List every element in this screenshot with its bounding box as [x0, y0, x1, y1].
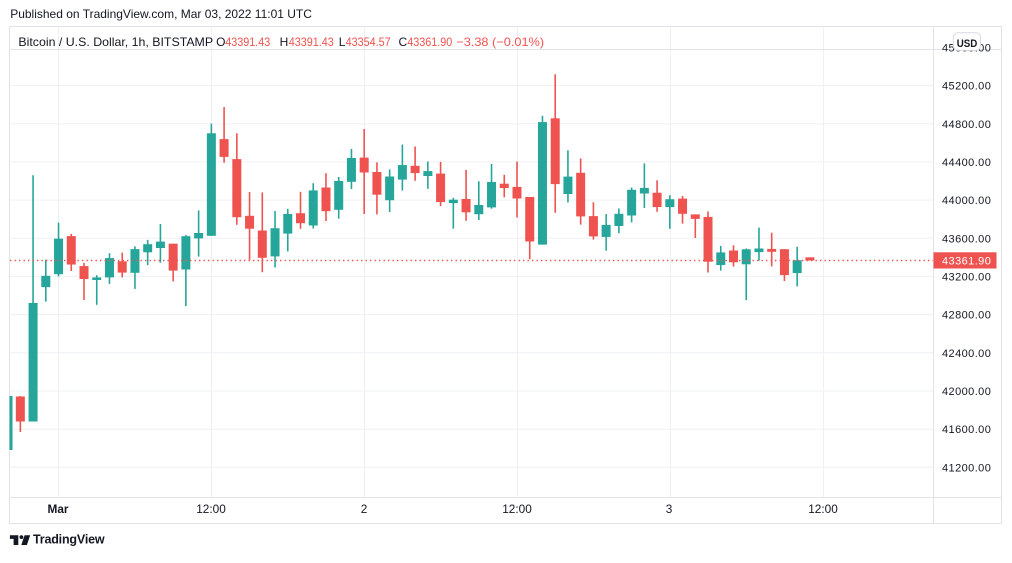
svg-text:43361.90: 43361.90 [407, 35, 452, 49]
svg-text:44400.00: 44400.00 [942, 157, 991, 169]
svg-text:12:00: 12:00 [196, 502, 226, 516]
svg-text:−3.38 (−0.01%): −3.38 (−0.01%) [456, 35, 544, 49]
svg-text:C: C [399, 35, 408, 49]
svg-text:USD: USD [957, 38, 978, 50]
svg-text:43361.90: 43361.90 [942, 256, 991, 268]
svg-text:44000.00: 44000.00 [942, 195, 991, 207]
svg-text:TradingView: TradingView [33, 533, 105, 547]
svg-text:44800.00: 44800.00 [942, 119, 991, 131]
svg-text:12:00: 12:00 [808, 502, 838, 516]
svg-text:43391.43: 43391.43 [289, 35, 334, 49]
svg-text:43600.00: 43600.00 [942, 233, 991, 245]
svg-text:2: 2 [361, 502, 368, 516]
svg-text:42000.00: 42000.00 [942, 386, 991, 398]
svg-text:42800.00: 42800.00 [942, 310, 991, 322]
svg-text:41600.00: 41600.00 [942, 424, 991, 436]
svg-text:3: 3 [666, 502, 673, 516]
svg-text:O: O [216, 35, 225, 49]
svg-text:Published on TradingView.com,: Published on TradingView.com, Mar 03, 20… [10, 7, 312, 21]
svg-text:43391.43: 43391.43 [225, 35, 270, 49]
svg-text:43354.57: 43354.57 [346, 35, 391, 49]
svg-text:Bitcoin / U.S. Dollar, 1h, BIT: Bitcoin / U.S. Dollar, 1h, BITSTAMP [18, 35, 213, 49]
svg-text:Mar: Mar [48, 502, 69, 516]
svg-text:12:00: 12:00 [502, 502, 532, 516]
svg-text:H: H [280, 35, 289, 49]
svg-text:41200.00: 41200.00 [942, 462, 991, 474]
svg-text:42400.00: 42400.00 [942, 348, 991, 360]
svg-text:L: L [339, 35, 346, 49]
svg-text:43200.00: 43200.00 [942, 271, 991, 283]
svg-text:45200.00: 45200.00 [942, 81, 991, 93]
